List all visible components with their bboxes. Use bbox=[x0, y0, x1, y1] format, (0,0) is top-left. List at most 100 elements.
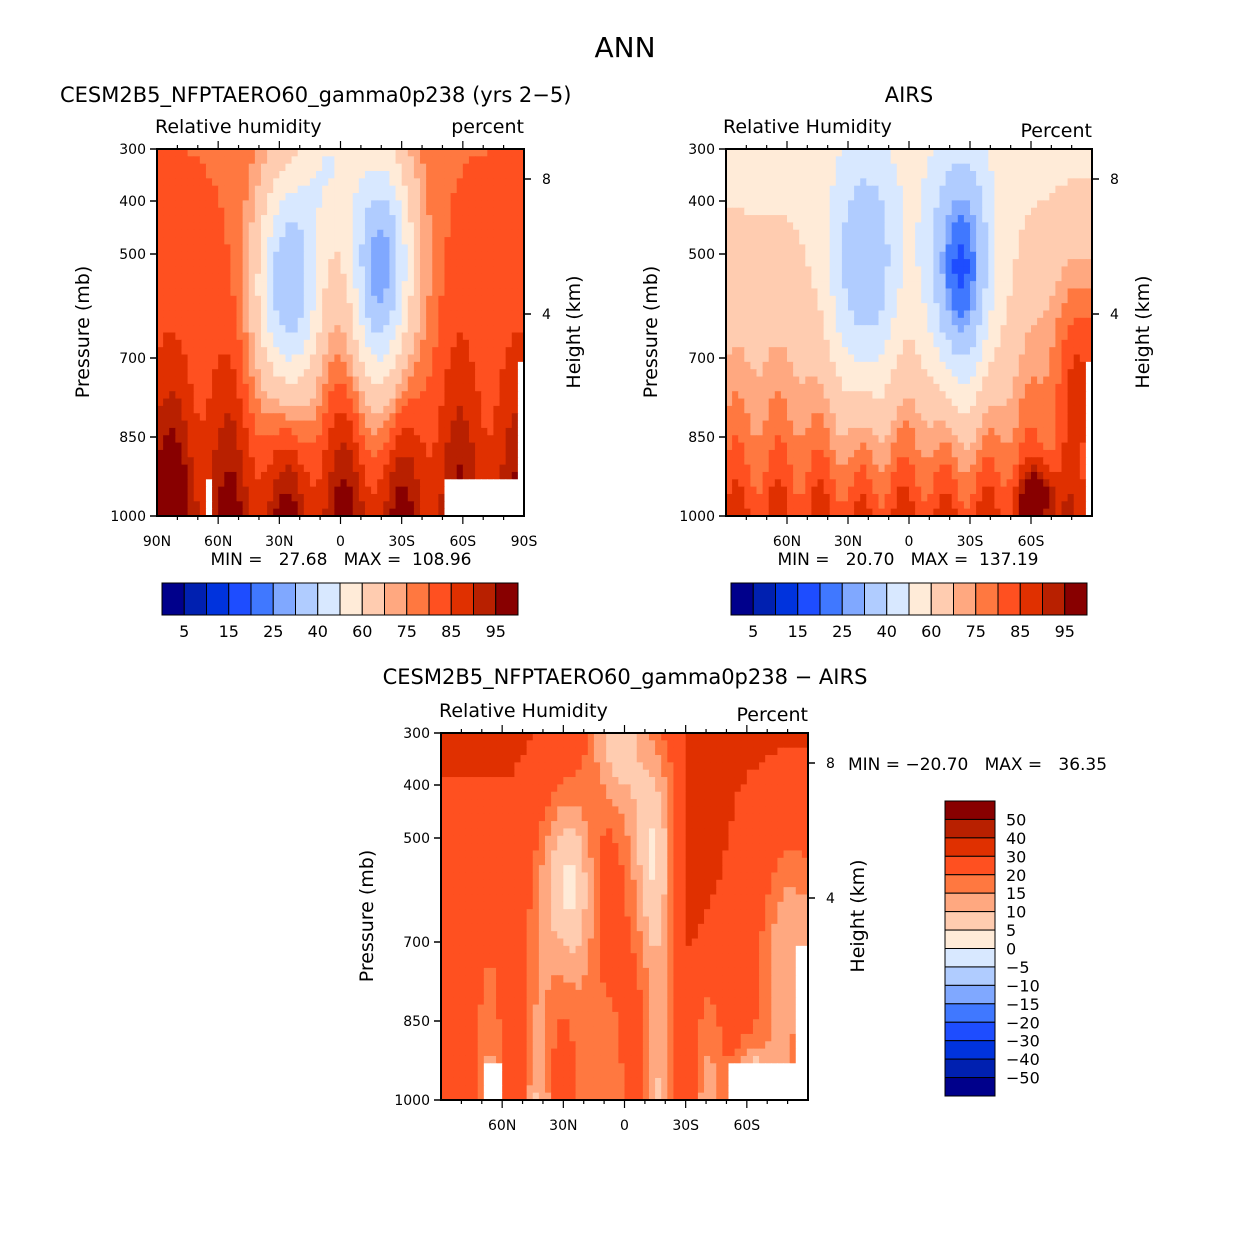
contour-cell bbox=[817, 222, 825, 231]
contour-cell bbox=[383, 493, 390, 502]
contour-cell bbox=[909, 156, 916, 165]
contour-cell bbox=[364, 493, 372, 502]
contour-cell bbox=[254, 193, 262, 201]
contour-cell bbox=[511, 339, 519, 348]
contour-cell bbox=[872, 273, 879, 282]
contour-cell bbox=[212, 163, 219, 172]
contour-cell bbox=[420, 486, 427, 495]
contour-cell bbox=[1073, 310, 1081, 319]
contour-cell bbox=[309, 163, 317, 172]
contour-cell bbox=[383, 288, 390, 297]
contour-cell bbox=[273, 361, 280, 370]
contour-cell bbox=[279, 486, 286, 495]
contour-cell bbox=[389, 420, 397, 429]
contour-cell bbox=[499, 405, 507, 414]
contour-cell bbox=[316, 486, 323, 495]
contour-cell bbox=[835, 207, 843, 216]
contour-cell bbox=[511, 376, 519, 385]
contour-cell bbox=[909, 193, 916, 201]
contour-cell bbox=[1037, 266, 1044, 275]
contour-cell bbox=[352, 259, 360, 267]
contour-cell bbox=[799, 193, 806, 201]
contour-cell bbox=[371, 391, 378, 400]
contour-cell bbox=[1018, 295, 1026, 304]
contour-cell bbox=[267, 317, 274, 326]
contour-cell bbox=[389, 457, 397, 466]
contour-cell bbox=[248, 178, 256, 187]
contour-cell bbox=[267, 215, 274, 223]
contour-cell bbox=[1067, 259, 1075, 267]
contour-cell bbox=[756, 149, 764, 157]
contour-cell bbox=[1073, 163, 1081, 172]
contour-cell bbox=[1067, 149, 1075, 157]
contour-cell bbox=[896, 200, 904, 209]
contour-cell bbox=[481, 317, 488, 326]
contour-cell bbox=[316, 427, 323, 436]
contour-cell bbox=[426, 413, 433, 422]
contour-cell bbox=[407, 185, 415, 194]
contour-cell bbox=[1012, 229, 1020, 238]
contour-cell bbox=[273, 259, 280, 267]
contour-cell bbox=[157, 405, 164, 414]
contour-cell bbox=[493, 163, 501, 172]
contour-cell bbox=[939, 354, 947, 363]
contour-cell bbox=[487, 193, 494, 201]
contour-cell bbox=[401, 486, 409, 495]
contour-cell bbox=[407, 325, 415, 333]
contour-cell bbox=[1031, 259, 1038, 267]
contour-cell bbox=[328, 288, 335, 297]
contour-cell bbox=[426, 185, 433, 194]
contour-cell bbox=[848, 266, 855, 275]
contour-cell bbox=[407, 178, 415, 187]
contour-cell bbox=[426, 501, 433, 510]
contour-cell bbox=[793, 171, 800, 179]
contour-cell bbox=[732, 310, 739, 319]
contour-cell bbox=[328, 303, 335, 311]
contour-cell bbox=[358, 435, 366, 444]
contour-cell bbox=[236, 493, 244, 502]
contour-cell bbox=[939, 185, 947, 194]
contour-cell bbox=[951, 347, 959, 356]
contour-cell bbox=[254, 325, 262, 333]
contour-cell bbox=[1055, 281, 1062, 289]
contour-cell bbox=[811, 178, 818, 187]
colorbar-label: 85 bbox=[441, 622, 461, 641]
contour-cell bbox=[279, 479, 286, 488]
contour-cell bbox=[970, 369, 977, 378]
contour-cell bbox=[322, 200, 329, 209]
contour-cell bbox=[988, 325, 995, 333]
contour-cell bbox=[493, 259, 501, 267]
contour-cell bbox=[835, 193, 843, 201]
contour-cell bbox=[163, 295, 170, 304]
contour-cell bbox=[212, 435, 219, 444]
contour-cell bbox=[841, 251, 849, 260]
contour-cell bbox=[273, 501, 280, 510]
contour-cell bbox=[364, 229, 372, 238]
contour-cell bbox=[732, 149, 739, 157]
contour-cell bbox=[328, 295, 335, 304]
contour-cell bbox=[450, 339, 458, 348]
contour-cell bbox=[811, 317, 818, 326]
contour-cell bbox=[254, 391, 262, 400]
contour-cell bbox=[517, 317, 525, 326]
contour-cell bbox=[267, 339, 274, 348]
contour-cell bbox=[951, 229, 959, 238]
contour-cell bbox=[774, 222, 782, 231]
contour-cell bbox=[450, 251, 458, 260]
contour-cell bbox=[915, 229, 922, 238]
contour-cell bbox=[1037, 339, 1044, 348]
contour-cell bbox=[322, 244, 329, 253]
contour-cell bbox=[389, 332, 397, 341]
contour-cell bbox=[793, 361, 800, 370]
contour-cell bbox=[957, 310, 965, 319]
contour-cell bbox=[230, 508, 238, 517]
contour-cell bbox=[1067, 266, 1075, 275]
contour-cell bbox=[426, 200, 433, 209]
contour-cell bbox=[187, 149, 195, 157]
contour-cell bbox=[456, 493, 464, 502]
contour-cell bbox=[340, 361, 348, 370]
contour-cell bbox=[267, 149, 274, 157]
contour-cell bbox=[242, 310, 250, 319]
contour-cell bbox=[328, 420, 335, 429]
contour-cell bbox=[248, 193, 256, 201]
